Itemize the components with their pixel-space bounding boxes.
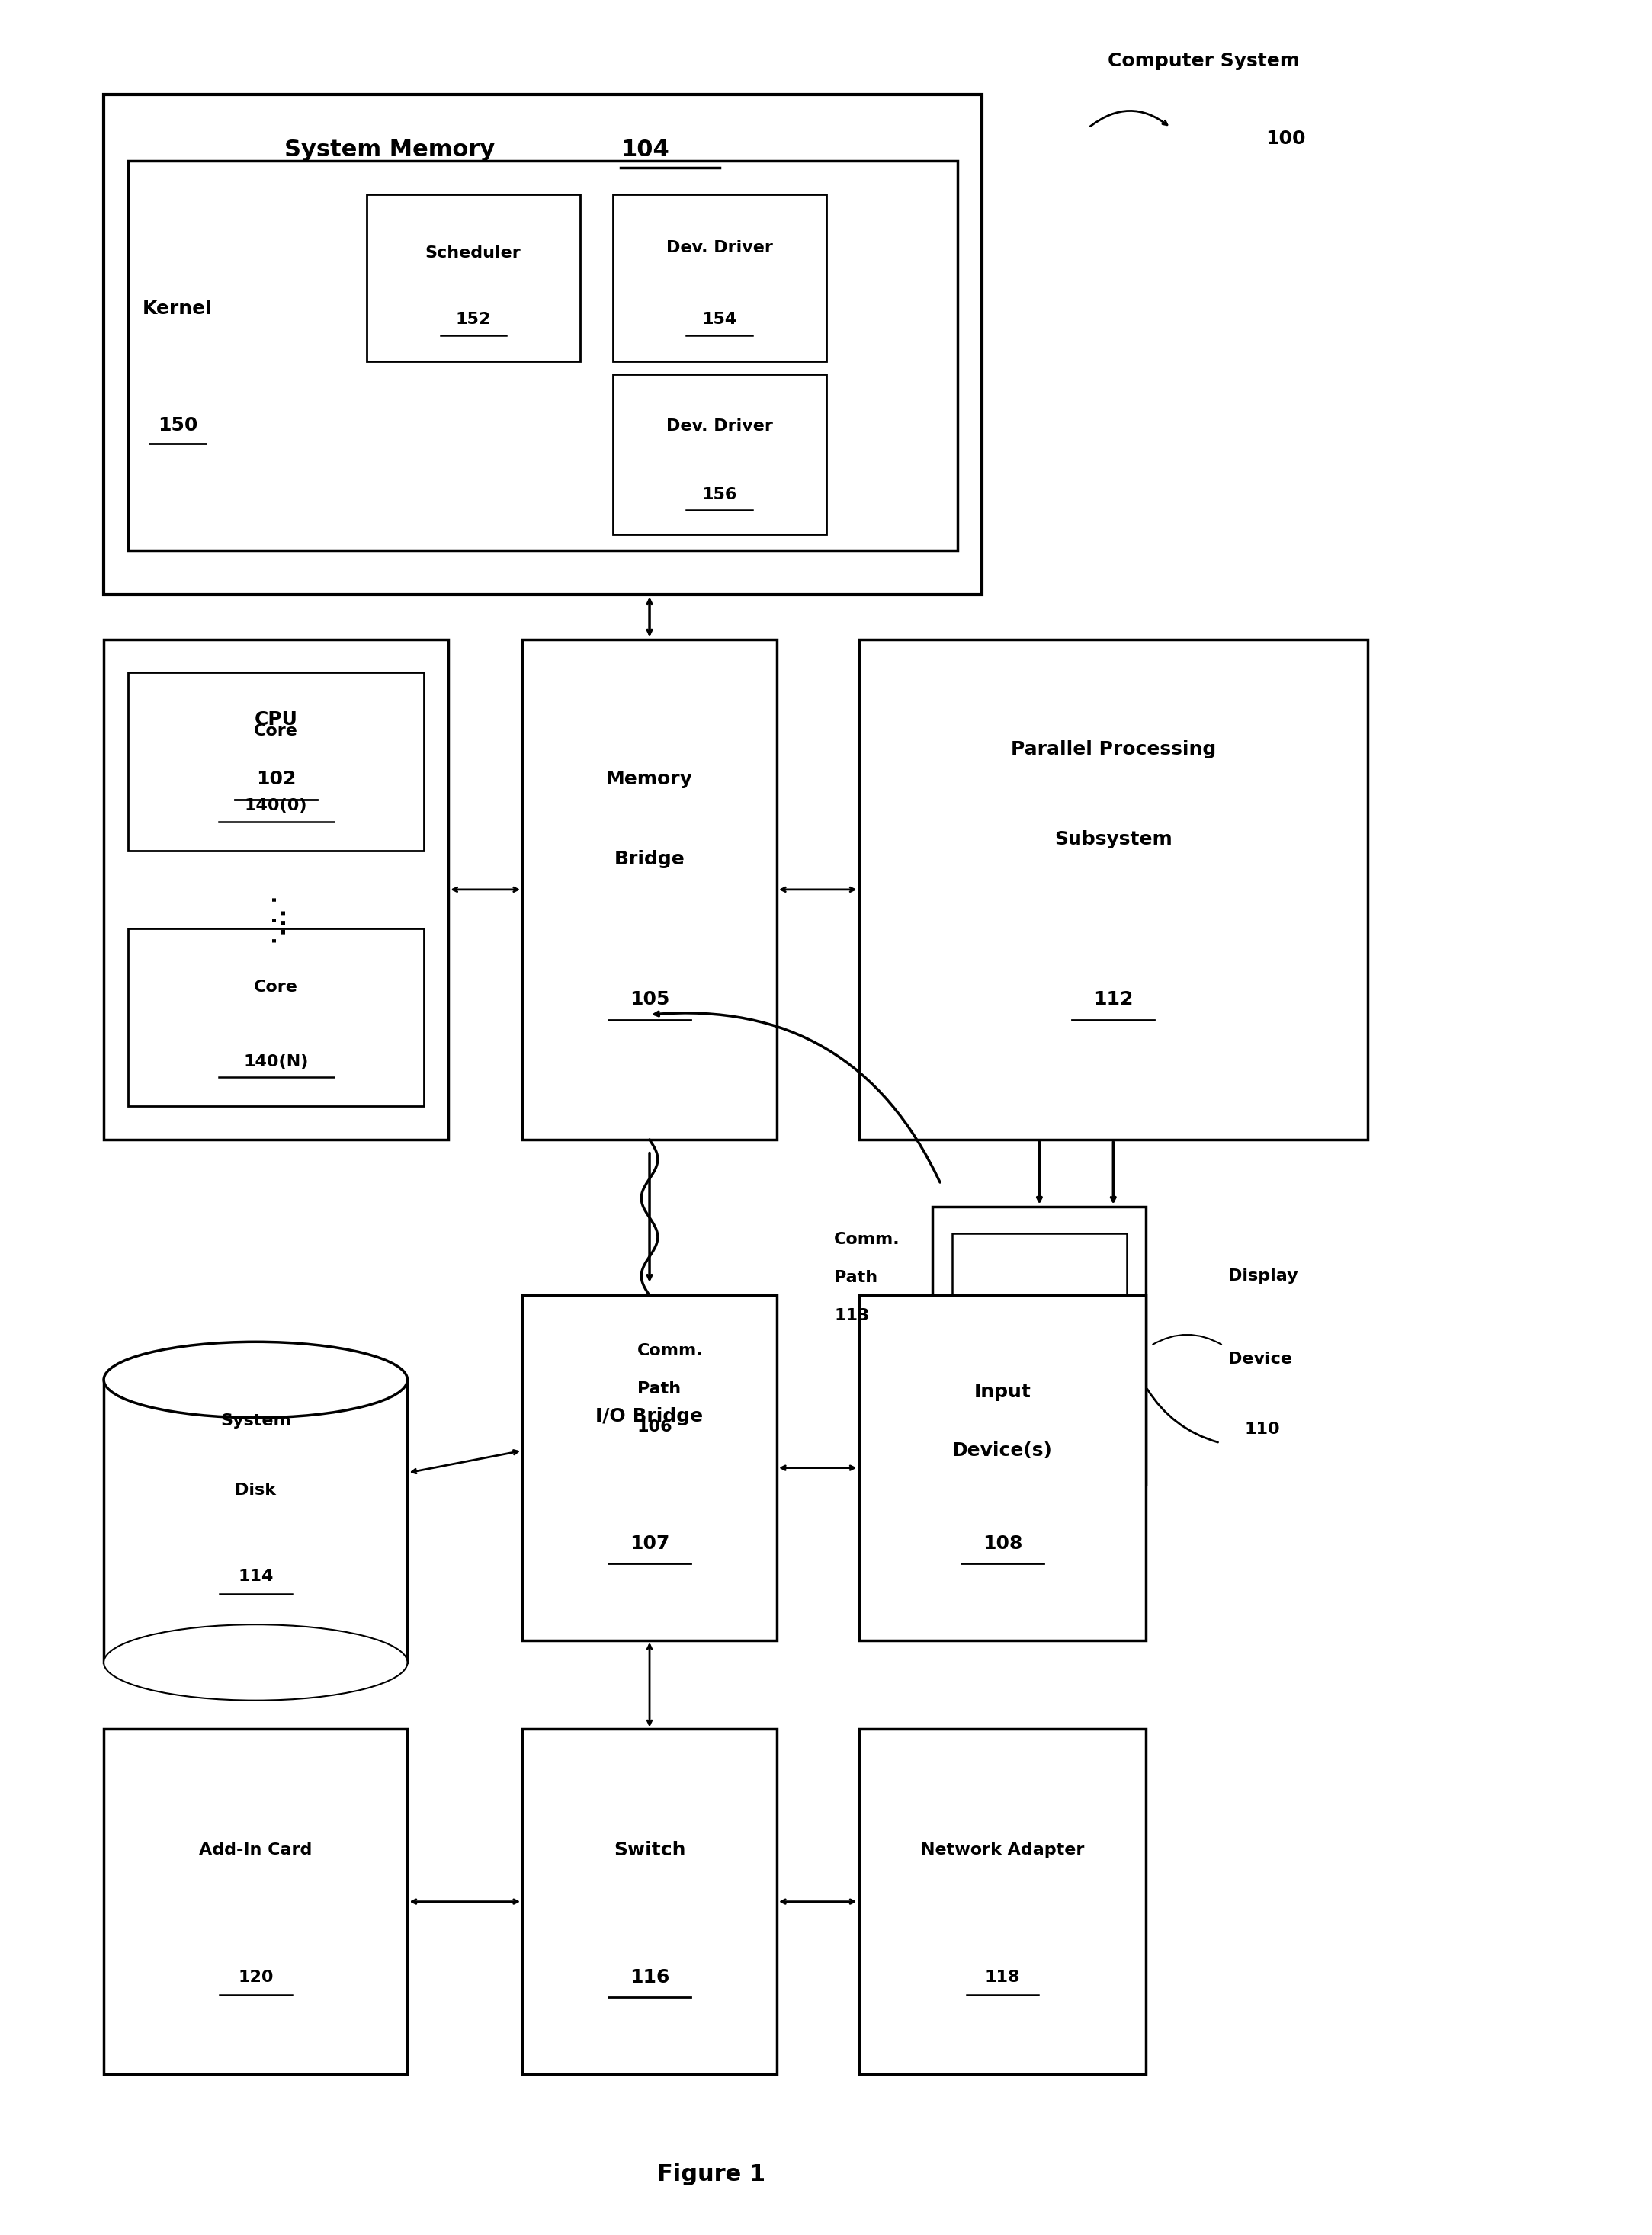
Text: 120: 120 — [238, 1969, 273, 1985]
Text: Figure 1: Figure 1 — [657, 2163, 765, 2186]
FancyBboxPatch shape — [933, 1207, 1146, 1484]
Text: 102: 102 — [256, 771, 296, 789]
Text: I/O Bridge: I/O Bridge — [596, 1408, 704, 1426]
Text: 110: 110 — [1244, 1421, 1280, 1437]
Text: 154: 154 — [702, 313, 737, 326]
Text: System Memory: System Memory — [284, 139, 502, 161]
Text: Core: Core — [254, 979, 299, 995]
FancyBboxPatch shape — [104, 1379, 408, 1663]
Text: Add-In Card: Add-In Card — [198, 1842, 312, 1857]
Text: 140(N): 140(N) — [243, 1055, 309, 1071]
Text: System: System — [220, 1413, 291, 1428]
Text: Path: Path — [834, 1269, 877, 1285]
Text: Input: Input — [975, 1383, 1031, 1401]
FancyBboxPatch shape — [104, 94, 981, 595]
FancyBboxPatch shape — [129, 928, 425, 1106]
Text: Bridge: Bridge — [615, 849, 686, 869]
Ellipse shape — [104, 1341, 408, 1417]
Text: Comm.: Comm. — [638, 1343, 704, 1359]
Text: Device: Device — [1227, 1352, 1292, 1368]
FancyBboxPatch shape — [522, 639, 776, 1140]
FancyBboxPatch shape — [859, 1730, 1146, 2074]
Text: 156: 156 — [702, 487, 737, 503]
FancyBboxPatch shape — [129, 673, 425, 852]
FancyBboxPatch shape — [953, 1234, 1127, 1457]
Ellipse shape — [104, 1625, 408, 1701]
Text: 112: 112 — [1094, 990, 1133, 1008]
Text: 116: 116 — [629, 1969, 669, 1987]
Text: 104: 104 — [621, 139, 669, 161]
Text: Memory: Memory — [606, 771, 692, 789]
Text: Dev. Driver: Dev. Driver — [666, 239, 773, 255]
Text: Switch: Switch — [613, 1842, 686, 1860]
Text: Computer System: Computer System — [1107, 51, 1300, 69]
Text: 114: 114 — [238, 1569, 273, 1585]
Text: Core: Core — [254, 724, 299, 740]
Text: 113: 113 — [834, 1307, 869, 1323]
Text: Parallel Processing: Parallel Processing — [1011, 740, 1216, 758]
Text: 106: 106 — [638, 1419, 672, 1435]
FancyBboxPatch shape — [613, 194, 826, 362]
Text: Scheduler: Scheduler — [425, 246, 520, 261]
FancyBboxPatch shape — [613, 375, 826, 534]
FancyBboxPatch shape — [859, 639, 1368, 1140]
Text: 107: 107 — [629, 1535, 669, 1553]
Text: Path: Path — [638, 1381, 681, 1397]
Text: ·  ·  ·: · · · — [268, 896, 286, 943]
Text: 118: 118 — [985, 1969, 1021, 1985]
FancyBboxPatch shape — [104, 1730, 408, 2074]
FancyBboxPatch shape — [522, 1730, 776, 2074]
FancyBboxPatch shape — [522, 1296, 776, 1640]
Text: ...: ... — [264, 905, 289, 934]
FancyBboxPatch shape — [129, 161, 957, 550]
FancyBboxPatch shape — [859, 1296, 1146, 1640]
Text: 100: 100 — [1265, 130, 1305, 148]
Text: 150: 150 — [157, 416, 198, 436]
FancyBboxPatch shape — [367, 194, 580, 362]
Text: Network Adapter: Network Adapter — [920, 1842, 1084, 1857]
Text: CPU: CPU — [254, 711, 297, 729]
Text: Device(s): Device(s) — [952, 1442, 1052, 1459]
Text: 152: 152 — [456, 313, 491, 326]
Text: 108: 108 — [983, 1535, 1023, 1553]
Text: 105: 105 — [629, 990, 669, 1008]
FancyBboxPatch shape — [104, 639, 448, 1140]
Text: Display: Display — [1227, 1269, 1298, 1283]
Text: Subsystem: Subsystem — [1054, 829, 1173, 849]
Text: Comm.: Comm. — [834, 1231, 900, 1247]
Text: Dev. Driver: Dev. Driver — [666, 418, 773, 434]
Text: 140(0): 140(0) — [244, 798, 307, 814]
Text: Disk: Disk — [235, 1482, 276, 1497]
Text: Kernel: Kernel — [142, 299, 213, 317]
